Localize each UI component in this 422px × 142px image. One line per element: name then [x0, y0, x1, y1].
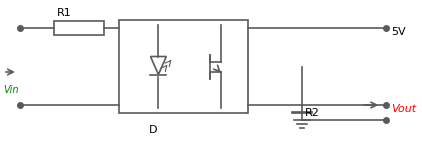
Text: Vout: Vout — [391, 104, 416, 114]
Bar — [119, 20, 248, 113]
Bar — [292, 112, 312, 113]
Bar — [54, 21, 104, 35]
Text: R1: R1 — [57, 8, 72, 18]
Text: R2: R2 — [305, 108, 320, 118]
Text: D: D — [149, 125, 158, 135]
Text: 5V: 5V — [391, 27, 406, 37]
Text: Vin: Vin — [3, 85, 19, 95]
